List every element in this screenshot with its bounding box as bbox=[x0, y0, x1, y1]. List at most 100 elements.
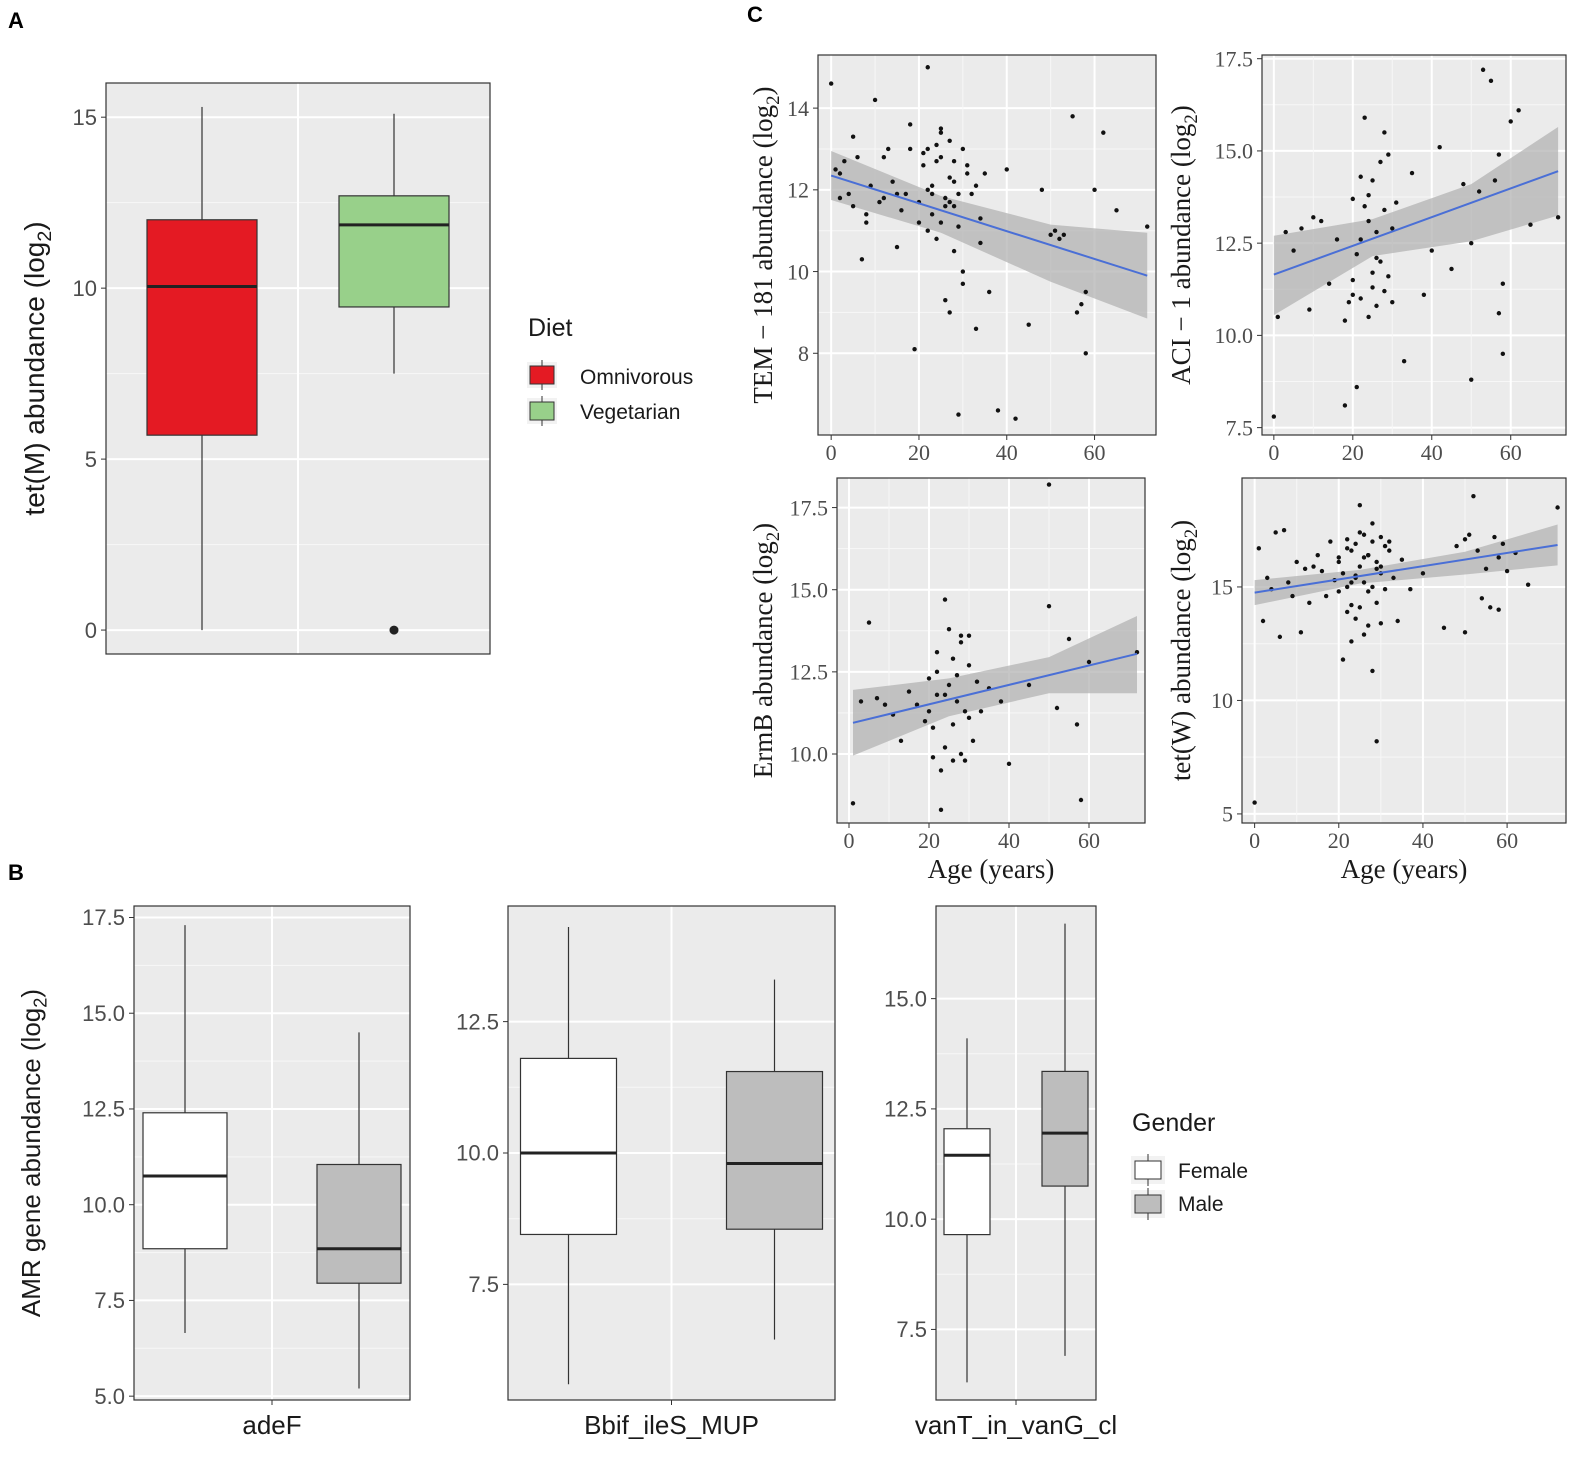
data-point bbox=[1350, 196, 1356, 202]
data-point bbox=[925, 146, 930, 152]
y-tick-label: 7.5 bbox=[468, 1272, 499, 1297]
data-point bbox=[1386, 274, 1391, 279]
data-point bbox=[1390, 226, 1395, 231]
data-point bbox=[938, 807, 944, 813]
x-tick-label: 60 bbox=[1496, 828, 1518, 853]
data-point bbox=[947, 175, 952, 180]
data-point bbox=[929, 212, 935, 217]
data-point bbox=[966, 715, 972, 721]
data-point bbox=[1391, 575, 1396, 581]
data-point bbox=[1409, 170, 1415, 176]
data-point bbox=[934, 649, 940, 655]
data-point bbox=[1006, 761, 1012, 767]
data-point bbox=[1387, 548, 1392, 553]
data-point bbox=[1311, 564, 1316, 569]
y-tick-label: 17.5 bbox=[82, 905, 125, 930]
y-tick-label: 0 bbox=[85, 618, 97, 643]
data-point bbox=[907, 122, 913, 127]
y-tick-label: 7.5 bbox=[1226, 415, 1254, 440]
data-point bbox=[951, 203, 957, 209]
data-point bbox=[1323, 593, 1329, 599]
data-point bbox=[969, 191, 974, 197]
data-point bbox=[1340, 657, 1346, 662]
y-tick-label: 5.0 bbox=[94, 1384, 125, 1409]
data-point bbox=[958, 633, 964, 638]
data-point bbox=[1479, 596, 1485, 601]
data-point bbox=[890, 179, 895, 184]
y-tick-label: 15.0 bbox=[1215, 139, 1254, 164]
data-point bbox=[833, 167, 838, 172]
data-point bbox=[864, 212, 869, 217]
data-point bbox=[1421, 292, 1427, 298]
data-point bbox=[1074, 310, 1080, 315]
x-tick-label: 20 bbox=[908, 440, 930, 465]
regression-line bbox=[1273, 170, 1559, 276]
data-point bbox=[934, 159, 939, 164]
data-point bbox=[1061, 232, 1067, 237]
y-axis-title: tet(M) abundance (log2) bbox=[19, 221, 56, 515]
data-point bbox=[1114, 208, 1119, 213]
data-point bbox=[1078, 797, 1084, 803]
data-point bbox=[1281, 528, 1287, 533]
data-point bbox=[1528, 222, 1533, 227]
data-point bbox=[1362, 204, 1367, 209]
data-point bbox=[1370, 521, 1375, 526]
y-tick-label: 10.0 bbox=[884, 1207, 927, 1232]
data-point bbox=[934, 669, 940, 675]
data-point bbox=[1350, 292, 1356, 298]
data-point bbox=[1370, 285, 1375, 290]
x-tick-label: 20 bbox=[1342, 440, 1364, 465]
data-point bbox=[850, 134, 856, 139]
data-point bbox=[1516, 108, 1521, 113]
data-point bbox=[960, 269, 966, 274]
data-point bbox=[1286, 580, 1291, 585]
data-point bbox=[1079, 302, 1084, 307]
data-point bbox=[942, 597, 948, 602]
regression-line bbox=[1254, 543, 1558, 594]
data-point bbox=[973, 183, 979, 188]
data-point bbox=[995, 408, 1001, 413]
gender-legend-title: Gender bbox=[1132, 1109, 1215, 1137]
data-point bbox=[1366, 314, 1371, 320]
data-point bbox=[1336, 559, 1341, 565]
data-point bbox=[950, 758, 956, 763]
data-point bbox=[1336, 589, 1341, 594]
data-point bbox=[956, 224, 961, 229]
data-point bbox=[1374, 600, 1379, 606]
data-point bbox=[1349, 602, 1354, 608]
data-point bbox=[877, 199, 882, 205]
data-point bbox=[1370, 668, 1375, 674]
box-female bbox=[142, 1112, 228, 1250]
x-category-label: Bbif_ileS_MUP bbox=[584, 1410, 759, 1440]
data-point bbox=[1066, 636, 1072, 642]
data-point bbox=[943, 203, 948, 209]
data-point bbox=[837, 171, 843, 176]
data-point bbox=[1344, 609, 1350, 615]
data-point bbox=[938, 220, 944, 225]
data-point bbox=[1378, 259, 1383, 264]
confidence-band bbox=[831, 151, 1148, 319]
y-axis-title: tet(W) abundance (log2) bbox=[1166, 520, 1202, 781]
data-point bbox=[1492, 534, 1497, 540]
panel-background bbox=[1242, 478, 1566, 823]
data-point bbox=[1302, 566, 1308, 571]
data-point bbox=[1265, 575, 1270, 581]
data-point bbox=[1361, 632, 1367, 637]
data-point bbox=[934, 142, 939, 148]
data-point bbox=[1492, 178, 1498, 183]
data-point bbox=[966, 633, 972, 638]
data-point bbox=[1483, 566, 1489, 571]
data-point bbox=[1290, 593, 1295, 599]
y-tick-label: 5 bbox=[1222, 802, 1233, 827]
data-point bbox=[1500, 541, 1506, 547]
panel-border bbox=[105, 82, 491, 655]
data-point bbox=[966, 663, 972, 668]
x-tick-label: 60 bbox=[1078, 828, 1100, 853]
gender-legend-key-female bbox=[1131, 1154, 1165, 1186]
data-point bbox=[1344, 537, 1350, 542]
data-point bbox=[1471, 493, 1476, 499]
data-point bbox=[1374, 229, 1379, 235]
x-category-label: vanT_in_vanG_cl bbox=[915, 1410, 1117, 1440]
y-tick-label: 10.0 bbox=[790, 742, 829, 767]
